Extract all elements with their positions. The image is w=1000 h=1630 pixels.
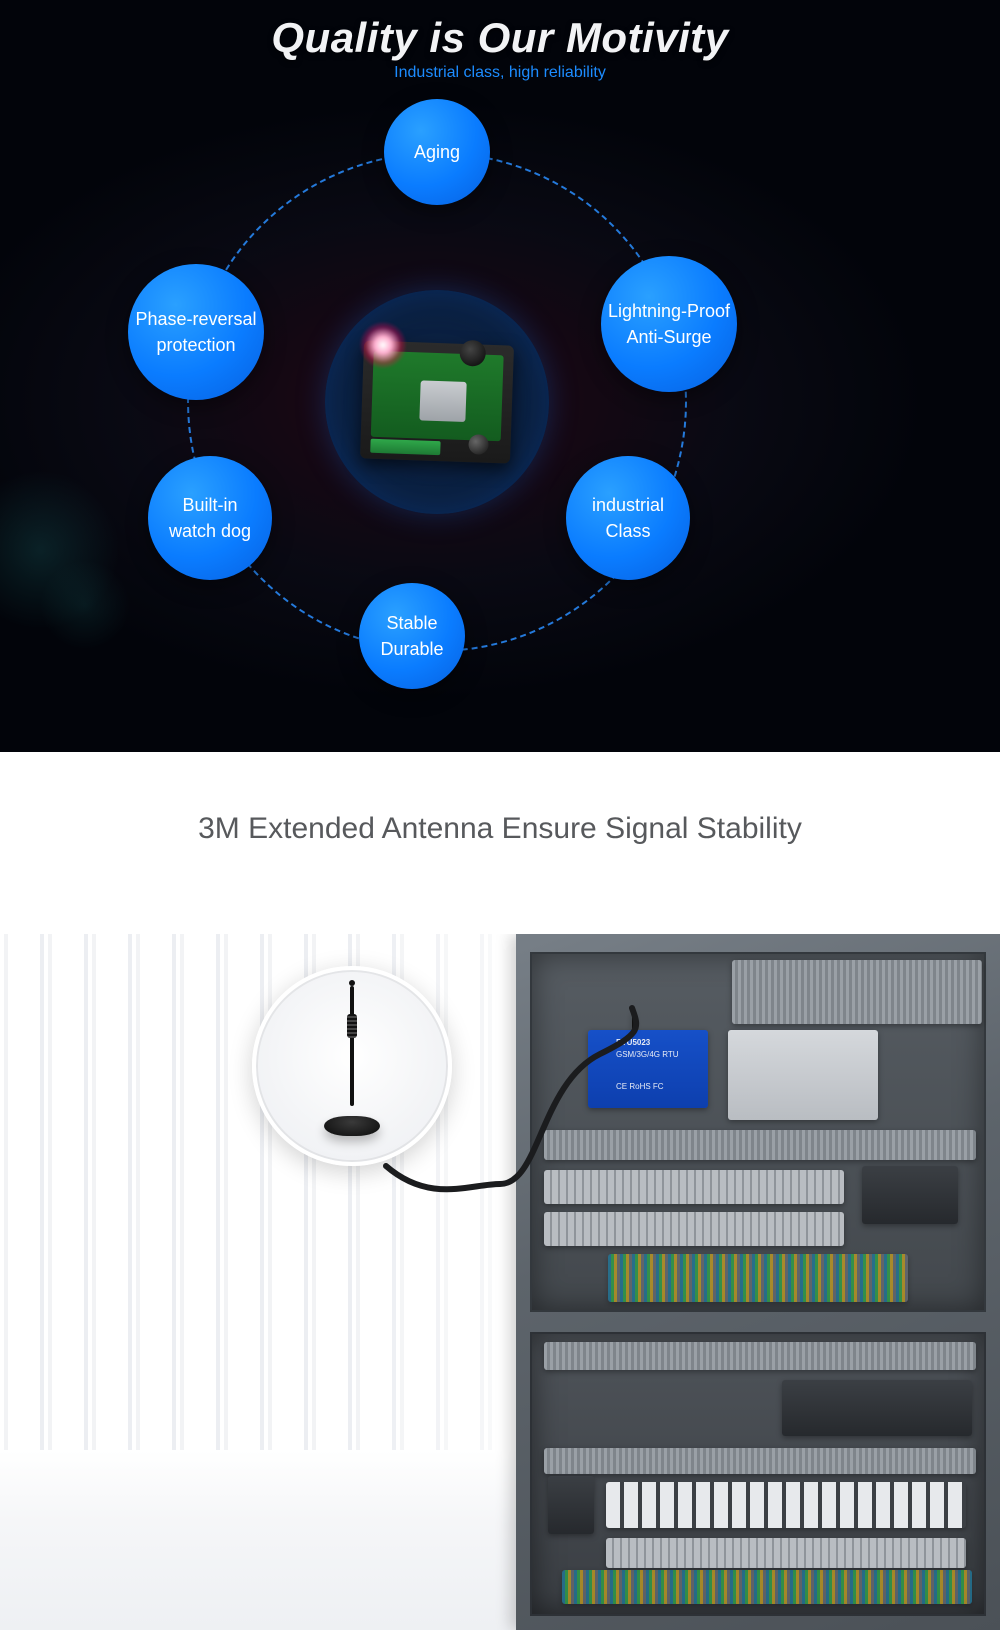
feature-bubble-lightning: Lightning-ProofAnti-Surge [601,256,737,392]
terminal-strip [544,1170,844,1204]
wiring-duct [544,1130,976,1160]
control-cabinet: RTU5023 GSM/3G/4G RTU CE RoHS FC [516,934,1000,1630]
antenna-base [324,1116,380,1136]
cabinet-lower-panel [530,1332,986,1616]
rtu-module: RTU5023 GSM/3G/4G RTU CE RoHS FC [588,1030,708,1108]
hero-diagram: Quality is Our Motivity Industrial class… [0,0,1000,752]
bokeh-glow [40,560,130,650]
feature-bubble-phase-reversal: Phase-reversalprotection [128,264,264,400]
cabinet-upper-panel: RTU5023 GSM/3G/4G RTU CE RoHS FC [530,952,986,1312]
feature-bubble-stable-durable: StableDurable [359,583,465,689]
cable-bundle [608,1254,908,1302]
antenna-closeup [252,966,452,1166]
breaker-row [606,1482,966,1528]
hero-subtitle: Industrial class, high reliability [0,64,1000,82]
vfd-module [548,1476,594,1534]
cable-bundle [562,1570,972,1604]
product-pcb-device [360,340,514,463]
plc-rack [782,1380,972,1436]
feature-bubble-industrial-class: industrial Class [566,456,690,580]
rtu-model-label: RTU5023 [616,1038,650,1048]
plc-module [862,1166,958,1224]
bokeh-glow [0,470,120,630]
rtu-cert-label: CE RoHS FC [616,1082,664,1092]
wiring-duct [544,1342,976,1370]
power-supply [728,1030,878,1120]
server-room-floor [0,1450,516,1630]
rtu-subtext-label: GSM/3G/4G RTU [616,1050,679,1060]
antenna-coil [347,1014,357,1038]
wiring-duct [732,960,982,1024]
terminal-strip [544,1212,844,1246]
feature-bubble-aging: Aging [384,99,490,205]
section2-title: 3M Extended Antenna Ensure Signal Stabil… [0,752,1000,846]
hero-title: Quality is Our Motivity [0,14,1000,62]
center-product-disc [325,290,549,514]
rtu-antenna-stub [632,1012,635,1030]
terminal-strip [606,1538,966,1568]
feature-bubble-watchdog: Built-inwatch dog [148,456,272,580]
wiring-duct [544,1448,976,1474]
antenna-mast [350,986,354,1106]
antenna-cabinet-image: RTU5023 GSM/3G/4G RTU CE RoHS FC [0,934,1000,1630]
